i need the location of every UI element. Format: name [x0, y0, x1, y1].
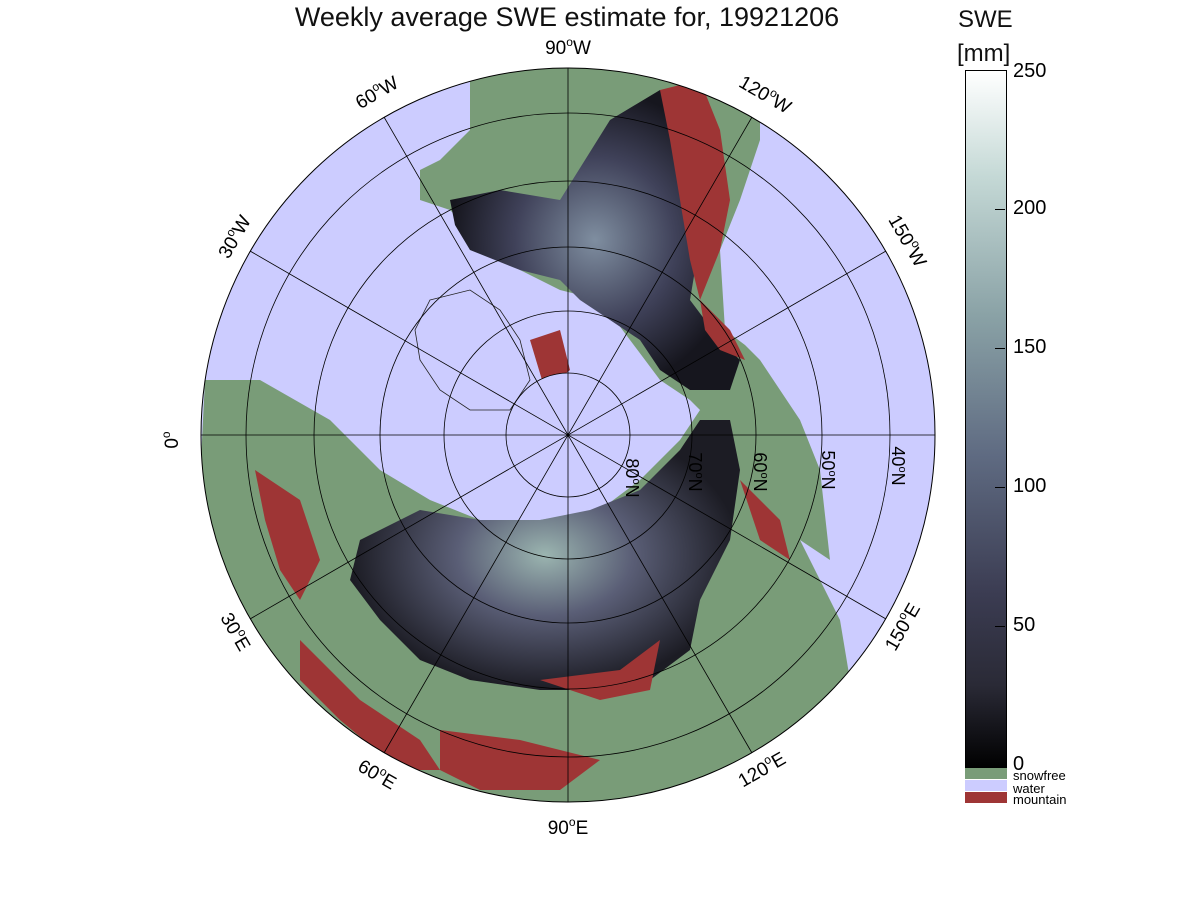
colorbar-tickmark [995, 487, 1005, 488]
lon-label-90w: 90oW [545, 35, 591, 59]
legend-label-mountain: mountain [1013, 792, 1067, 807]
mountain-regions [255, 80, 790, 790]
lat-label-40n: 40oN [888, 446, 908, 485]
lon-label-120w: 120oW [735, 69, 796, 118]
lon-label-60e: 60oE [354, 753, 401, 794]
colorbar-tick-250: 250 [1013, 60, 1047, 82]
polar-map: 90oW 120oW 150oW 180oW 150oE 120oE 90oE … [159, 35, 950, 839]
legend-swatch-water [965, 780, 1007, 791]
map-rim [200, 67, 936, 803]
lat-label-80n: 80oN [622, 458, 642, 497]
colorbar-gradient [965, 70, 1007, 770]
colorbar-tick-150: 150 [1013, 336, 1047, 358]
colorbar-tickmark [995, 626, 1005, 627]
legend-label-snowfree: snowfree [1013, 768, 1066, 783]
snow-cover-north-america [450, 90, 740, 390]
colorbar-tickmark [995, 70, 1005, 71]
lon-label-0: 0o [159, 431, 183, 449]
meridian-lines [201, 68, 935, 802]
legend-swatch-mountain [965, 792, 1007, 803]
lat-label-60n: 60oN [750, 452, 770, 491]
lat-label-50n: 50oN [818, 450, 838, 489]
colorbar-title: SWE [958, 6, 1013, 33]
colorbar-unit: [mm] [957, 40, 1011, 67]
lon-label-60w: 60oW [351, 70, 403, 114]
colorbar-tickmark [995, 348, 1005, 349]
colorbar-tick-100: 100 [1013, 475, 1047, 497]
colorbar-tick-200: 200 [1013, 197, 1047, 219]
snow-cover-eurasia [350, 420, 740, 690]
legend-label-water: water [1013, 781, 1045, 796]
lon-label-90e: 90oE [548, 815, 589, 839]
map-title: Weekly average SWE estimate for, 1992120… [294, 2, 840, 32]
colorbar-tickmark [995, 209, 1005, 210]
legend-swatch-snowfree [965, 768, 1007, 779]
lon-label-180w: 180oW [947, 407, 950, 463]
colorbar-tick-50: 50 [1013, 614, 1036, 636]
lat-label-70n: 70oN [685, 452, 705, 491]
colorbar-tick-0: 0 [1013, 753, 1025, 775]
